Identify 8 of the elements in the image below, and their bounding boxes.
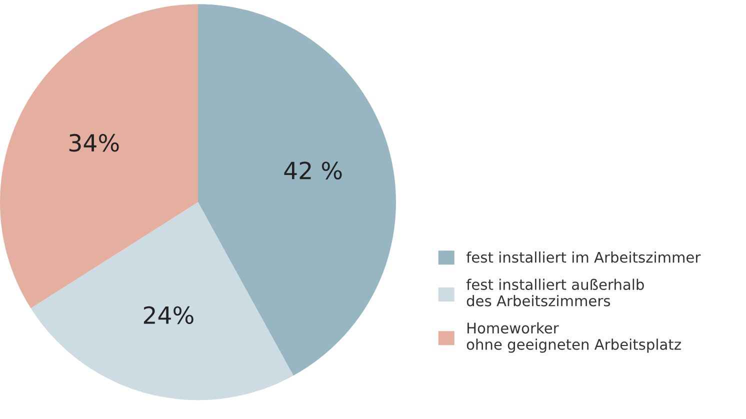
pie-slice [30, 202, 294, 400]
data-label: 34% [69, 134, 119, 152]
legend-label: fest installiert im Arbeitszimmer [466, 251, 701, 263]
pie-slice [198, 4, 396, 376]
data-label: 24% [144, 306, 194, 324]
legend-label: fest installiert außerhalb des Arbeitszimmers [466, 278, 644, 306]
legend-label: Homeworker ohne geeigneten Arbeitsplatz [466, 322, 681, 353]
data-label: 42 % [284, 162, 342, 180]
